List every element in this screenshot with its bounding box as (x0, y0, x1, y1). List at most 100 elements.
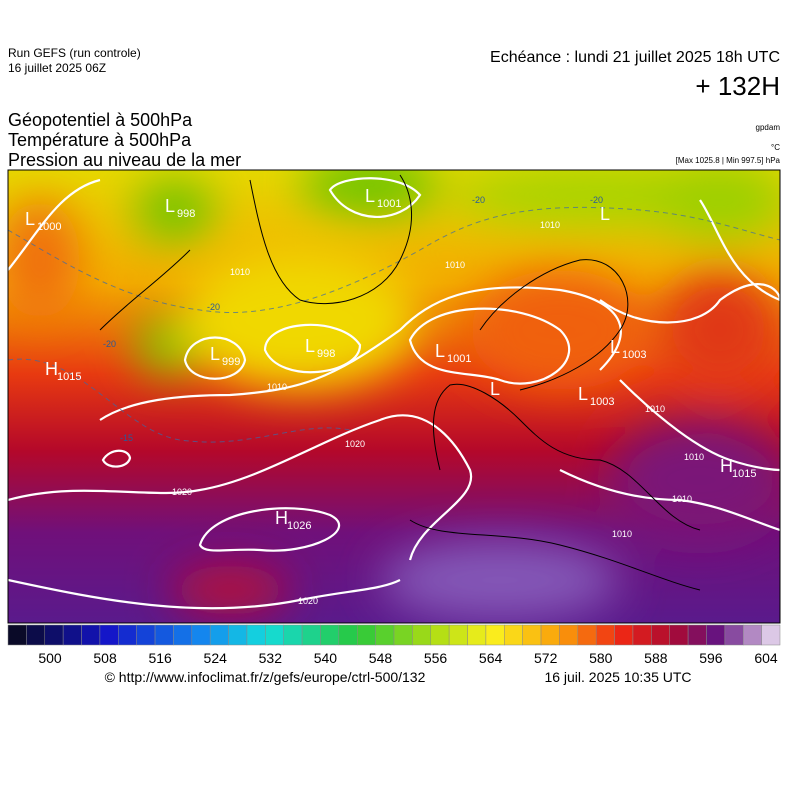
isobar-label: 1010 (684, 452, 704, 462)
center-letter: L (305, 336, 315, 356)
unit: [Max 1025.8 | Min 997.5] hPa (676, 156, 781, 165)
colorbar-swatch (154, 624, 174, 646)
center-letter: L (25, 209, 35, 229)
center-letter: L (578, 384, 588, 404)
colorbar-swatch (173, 624, 193, 646)
colorbar-swatch (136, 624, 156, 646)
isotherm-label: -20 (472, 195, 485, 205)
unit: gpdam (756, 123, 781, 132)
colorbar-swatch (577, 624, 597, 646)
colorbar-swatch (265, 624, 284, 646)
colorbar-label: 540 (314, 650, 338, 666)
colorbar-swatch (485, 624, 505, 646)
colorbar-swatch (26, 624, 46, 646)
colorbar-swatch (44, 624, 64, 646)
colorbar-swatch (99, 624, 119, 646)
colorbar-label: 580 (589, 650, 613, 666)
isotherm-label: -15 (120, 433, 133, 443)
colorbar-label: 500 (38, 650, 62, 666)
colorbar-label: 604 (754, 650, 778, 666)
colorbar-swatch (467, 624, 487, 646)
colorbar-label: 596 (699, 650, 723, 666)
center-pressure: 999 (222, 356, 240, 368)
colorbar-swatch (632, 624, 652, 646)
center-letter: H (275, 508, 288, 528)
colorbar-swatch (614, 624, 634, 646)
colorbar-swatch (301, 624, 321, 646)
colorbar-swatch (669, 624, 689, 646)
colorbar-swatch (338, 624, 358, 646)
center-pressure: 998 (317, 348, 335, 360)
colorbar-swatch (448, 624, 468, 646)
isotherm-label: -20 (103, 339, 116, 349)
colorbar-swatch (595, 624, 615, 646)
isobar-label: 1010 (230, 267, 250, 277)
isobar-label: 1010 (612, 529, 632, 539)
isobar-label: 1020 (298, 596, 318, 606)
colorbar-swatch (375, 624, 395, 646)
field-name: Pression au niveau de la mer (8, 150, 241, 170)
run-date: 16 juillet 2025 06Z (8, 61, 106, 75)
colorbar-swatch (320, 624, 340, 646)
colorbar-swatch (761, 624, 781, 646)
colorbar-label: 508 (93, 650, 117, 666)
colorbar-swatch (559, 624, 579, 646)
colorbar-swatch (118, 624, 137, 646)
valid-time: Echéance : lundi 21 juillet 2025 18h UTC (490, 49, 780, 66)
colorbar-label: 532 (259, 650, 283, 666)
center-letter: L (490, 379, 500, 399)
colorbar-label: 588 (644, 650, 668, 666)
colorbar-swatch (356, 624, 376, 646)
center-pressure: 1015 (57, 371, 81, 383)
colorbar-swatch (651, 624, 670, 646)
colorbar-label: 572 (534, 650, 558, 666)
field-name: Géopotentiel à 500hPa (8, 110, 193, 130)
center-pressure: 1001 (447, 353, 471, 365)
colorbar-swatch (687, 624, 707, 646)
isobar-label: 1010 (445, 260, 465, 270)
map-background (8, 170, 780, 623)
colorbar-label: 548 (369, 650, 393, 666)
generated-time: 16 juil. 2025 10:35 UTC (544, 669, 691, 685)
center-letter: H (45, 359, 58, 379)
colorbar-swatch (81, 624, 101, 646)
colorbar: 500 508 516 524 532 540 548 556 564 572 580 588 596 6… (7, 624, 781, 666)
isobar-label: 1010 (645, 404, 665, 414)
colorbar-swatch (246, 624, 266, 646)
lead-time: + 132H (695, 71, 780, 101)
isobars (8, 177, 780, 610)
colorbar-swatch (7, 624, 27, 646)
center-pressure: 1003 (590, 396, 614, 408)
isotherms (8, 206, 780, 443)
center-letter: H (720, 456, 733, 476)
colorbar-swatch (62, 624, 82, 646)
colorbar-swatch (540, 624, 560, 646)
center-pressure: 1026 (287, 520, 311, 532)
isobar-label: 1010 (267, 382, 287, 392)
colorbar-swatch (393, 624, 413, 646)
center-pressure: 1003 (622, 349, 646, 361)
run-label: Run GEFS (run controle) (8, 46, 141, 60)
colorbar-swatch (430, 624, 450, 646)
center-letter: L (610, 337, 620, 357)
isobar-label: 1010 (672, 494, 692, 504)
colorbar-swatch (724, 624, 744, 646)
colorbar-swatch (228, 624, 248, 646)
center-letter: L (435, 341, 445, 361)
isobar-label: 1020 (172, 487, 192, 497)
isobar-label: 1010 (540, 220, 560, 230)
center-letter: L (210, 344, 220, 364)
colorbar-label: 524 (204, 650, 228, 666)
map-frame (7, 169, 781, 624)
field-name: Température à 500hPa (8, 130, 192, 150)
center-letter: L (600, 204, 610, 224)
colorbar-swatch (191, 624, 211, 646)
colorbar-swatch (742, 624, 762, 646)
colorbar-swatch (412, 624, 432, 646)
colorbar-swatch (209, 624, 229, 646)
isotherm-label: -20 (590, 195, 603, 205)
unit: °C (771, 143, 780, 152)
